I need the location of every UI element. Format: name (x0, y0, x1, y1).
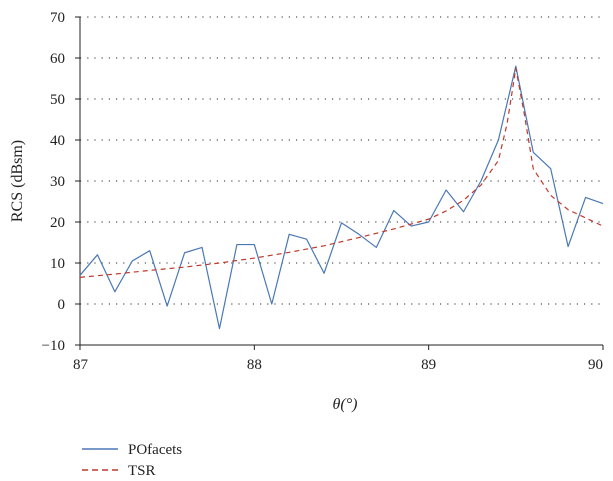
y-tick-label: 70 (50, 10, 65, 26)
y-tick-label: 10 (50, 256, 65, 272)
x-tick-label: 87 (73, 357, 89, 373)
x-tick-label: 90 (588, 357, 603, 373)
y-tick-label: 30 (50, 174, 65, 190)
legend: POfacets TSR (82, 442, 182, 479)
x-axis-title: θ(°) (333, 396, 358, 413)
series-line-pofacets (79, 65, 604, 330)
grid-lines (80, 16, 603, 305)
legend-label-pofacets: POfacets (128, 442, 182, 458)
y-axis-title: RCS (dBsm) (9, 140, 26, 222)
series-line-tsr (79, 67, 604, 278)
y-tick-label: 0 (58, 297, 66, 313)
y-tick-label: −10 (42, 338, 65, 354)
x-tick-label: 88 (247, 357, 262, 373)
series-layer (79, 65, 604, 330)
axes (75, 16, 604, 350)
x-tick-label: 89 (421, 357, 436, 373)
legend-label-tsr: TSR (128, 463, 156, 479)
y-tick-label: 40 (50, 133, 65, 149)
y-tick-label: 20 (50, 215, 65, 231)
y-tick-label: 60 (50, 51, 65, 67)
tick-labels: −10 0 10 20 30 40 50 60 70 87 88 89 90 (42, 10, 603, 373)
y-tick-label: 50 (50, 92, 65, 108)
